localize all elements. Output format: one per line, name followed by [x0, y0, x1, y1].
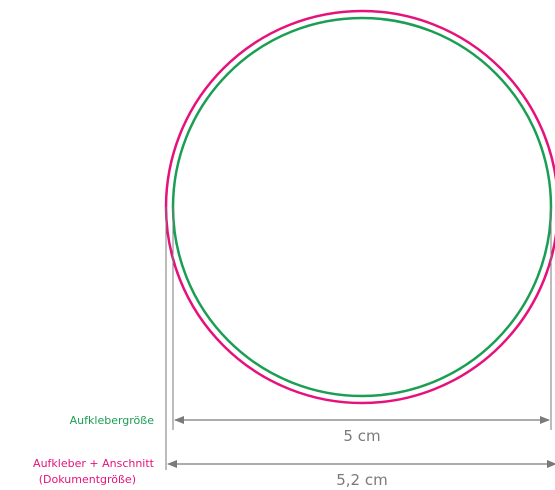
bleed-size-label-line1: Aufkleber + Anschnitt — [33, 457, 155, 470]
bleed-size-label-line2: (Dokumentgröße) — [39, 473, 136, 486]
trim-circle — [171, 16, 553, 398]
trim-size-label: Aufklebergröße — [70, 414, 155, 427]
bleed-circle — [164, 9, 555, 405]
bleed-width-label: 5,2 cm — [336, 471, 387, 489]
trim-width-label: 5 cm — [343, 427, 380, 445]
